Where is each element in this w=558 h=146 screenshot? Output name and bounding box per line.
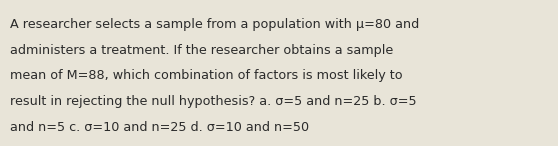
Text: administers a treatment. If the researcher obtains a sample: administers a treatment. If the research…: [10, 44, 393, 57]
Text: mean of M=88, which combination of factors is most likely to: mean of M=88, which combination of facto…: [10, 69, 403, 82]
Text: A researcher selects a sample from a population with μ=80 and: A researcher selects a sample from a pop…: [10, 18, 419, 31]
Text: result in rejecting the null hypothesis? a. σ=5 and n=25 b. σ=5: result in rejecting the null hypothesis?…: [10, 95, 417, 108]
Text: and n=5 c. σ=10 and n=25 d. σ=10 and n=50: and n=5 c. σ=10 and n=25 d. σ=10 and n=5…: [10, 121, 309, 134]
